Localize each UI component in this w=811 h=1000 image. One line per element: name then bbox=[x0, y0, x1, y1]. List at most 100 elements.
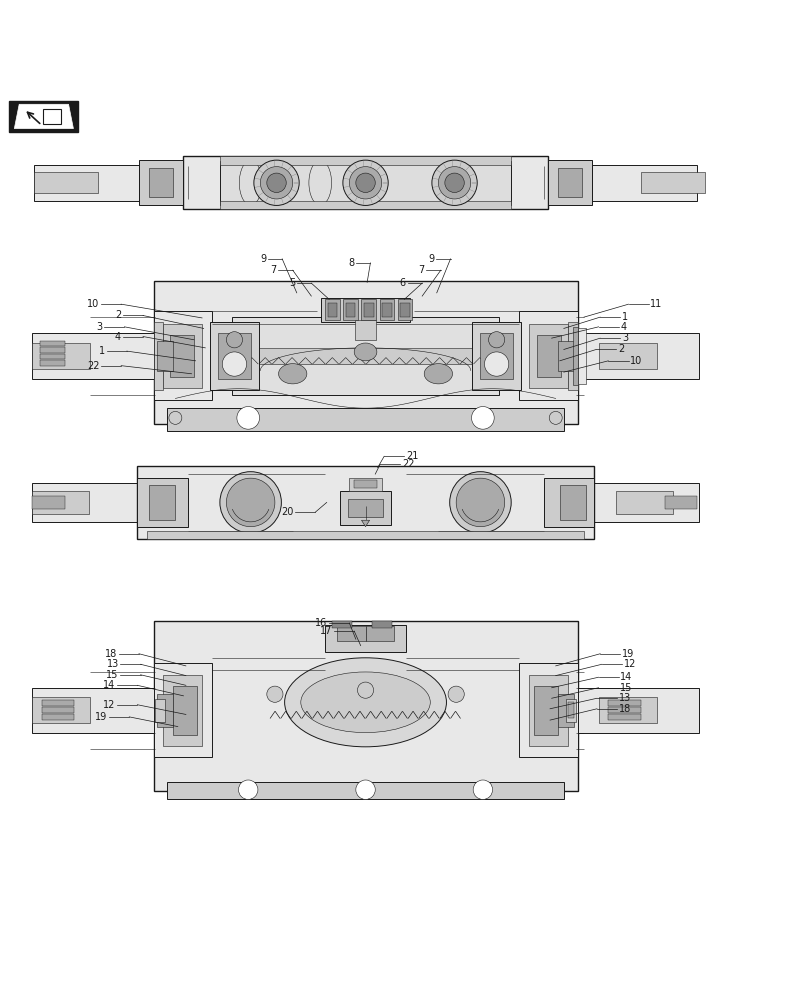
Bar bbox=[536, 335, 560, 377]
Circle shape bbox=[488, 332, 504, 348]
Bar bbox=[153, 663, 212, 757]
Bar bbox=[218, 333, 251, 379]
Bar bbox=[380, 299, 394, 320]
Text: 19: 19 bbox=[621, 649, 633, 659]
Bar bbox=[577, 328, 585, 384]
Bar bbox=[220, 156, 511, 165]
Text: 16: 16 bbox=[315, 618, 327, 628]
Circle shape bbox=[431, 160, 477, 205]
Bar bbox=[137, 478, 187, 527]
Bar bbox=[212, 348, 519, 364]
Bar bbox=[32, 483, 137, 522]
Bar bbox=[183, 156, 547, 209]
Text: 3: 3 bbox=[621, 333, 628, 343]
Circle shape bbox=[226, 332, 242, 348]
Bar bbox=[664, 496, 697, 509]
Bar bbox=[519, 663, 577, 757]
Bar bbox=[41, 347, 64, 353]
Text: 1: 1 bbox=[99, 346, 105, 356]
Bar bbox=[598, 697, 656, 723]
Bar bbox=[32, 697, 90, 723]
Bar bbox=[559, 485, 585, 520]
Bar bbox=[324, 625, 406, 652]
Text: 19: 19 bbox=[95, 712, 107, 722]
Bar bbox=[565, 699, 575, 722]
Bar bbox=[139, 160, 183, 205]
Polygon shape bbox=[361, 520, 369, 527]
Bar bbox=[347, 499, 383, 517]
Text: 10: 10 bbox=[629, 356, 642, 366]
Bar bbox=[528, 324, 567, 388]
Text: 7: 7 bbox=[270, 265, 277, 275]
Bar bbox=[472, 322, 521, 390]
Bar bbox=[169, 335, 194, 377]
Bar bbox=[528, 675, 567, 746]
Bar bbox=[363, 303, 373, 317]
Circle shape bbox=[355, 173, 375, 192]
Circle shape bbox=[473, 780, 492, 799]
Circle shape bbox=[357, 682, 373, 698]
Bar bbox=[157, 694, 173, 727]
Bar bbox=[607, 700, 640, 706]
Text: 4: 4 bbox=[115, 332, 121, 342]
Text: 2: 2 bbox=[115, 310, 121, 320]
Bar bbox=[32, 333, 155, 379]
Bar bbox=[41, 354, 64, 359]
Text: 22: 22 bbox=[87, 361, 99, 371]
Bar bbox=[137, 466, 593, 539]
Circle shape bbox=[238, 780, 258, 799]
Bar bbox=[324, 299, 339, 320]
Text: 22: 22 bbox=[401, 459, 414, 469]
Bar bbox=[331, 621, 351, 628]
Ellipse shape bbox=[308, 160, 331, 205]
Text: 18: 18 bbox=[105, 649, 117, 659]
Circle shape bbox=[448, 686, 464, 702]
Bar bbox=[42, 714, 74, 720]
Bar bbox=[42, 700, 74, 706]
Bar bbox=[153, 621, 577, 791]
Ellipse shape bbox=[239, 160, 262, 205]
Bar bbox=[593, 483, 698, 522]
Text: 17: 17 bbox=[320, 626, 332, 636]
Bar bbox=[153, 311, 212, 400]
Circle shape bbox=[267, 686, 283, 702]
Text: 9: 9 bbox=[260, 254, 266, 264]
Text: 12: 12 bbox=[103, 700, 115, 710]
Text: 8: 8 bbox=[348, 258, 354, 268]
Bar bbox=[349, 478, 381, 491]
Bar bbox=[371, 621, 392, 628]
Bar bbox=[361, 299, 375, 320]
Bar bbox=[163, 324, 202, 388]
Circle shape bbox=[449, 472, 511, 533]
Circle shape bbox=[484, 352, 508, 376]
Circle shape bbox=[222, 352, 247, 376]
Ellipse shape bbox=[285, 658, 446, 747]
Text: 9: 9 bbox=[427, 254, 434, 264]
Bar bbox=[148, 168, 173, 197]
Circle shape bbox=[226, 478, 275, 527]
Bar bbox=[163, 675, 202, 746]
Bar bbox=[397, 299, 412, 320]
Circle shape bbox=[548, 411, 561, 424]
Text: 18: 18 bbox=[618, 704, 630, 714]
Circle shape bbox=[342, 160, 388, 205]
Text: 5: 5 bbox=[289, 278, 294, 288]
Bar bbox=[320, 298, 410, 322]
Bar bbox=[337, 626, 365, 641]
Bar bbox=[157, 341, 173, 371]
Circle shape bbox=[471, 407, 494, 429]
Circle shape bbox=[456, 478, 504, 527]
Bar bbox=[32, 343, 90, 369]
Bar bbox=[32, 496, 64, 509]
Bar bbox=[10, 101, 78, 132]
Bar bbox=[167, 782, 563, 799]
Bar bbox=[557, 341, 573, 371]
Bar bbox=[616, 491, 672, 514]
Circle shape bbox=[260, 167, 292, 199]
Ellipse shape bbox=[300, 672, 430, 733]
Bar bbox=[640, 172, 705, 193]
Bar bbox=[607, 714, 640, 720]
Bar bbox=[480, 333, 513, 379]
Bar bbox=[567, 322, 577, 390]
Bar bbox=[232, 317, 499, 395]
